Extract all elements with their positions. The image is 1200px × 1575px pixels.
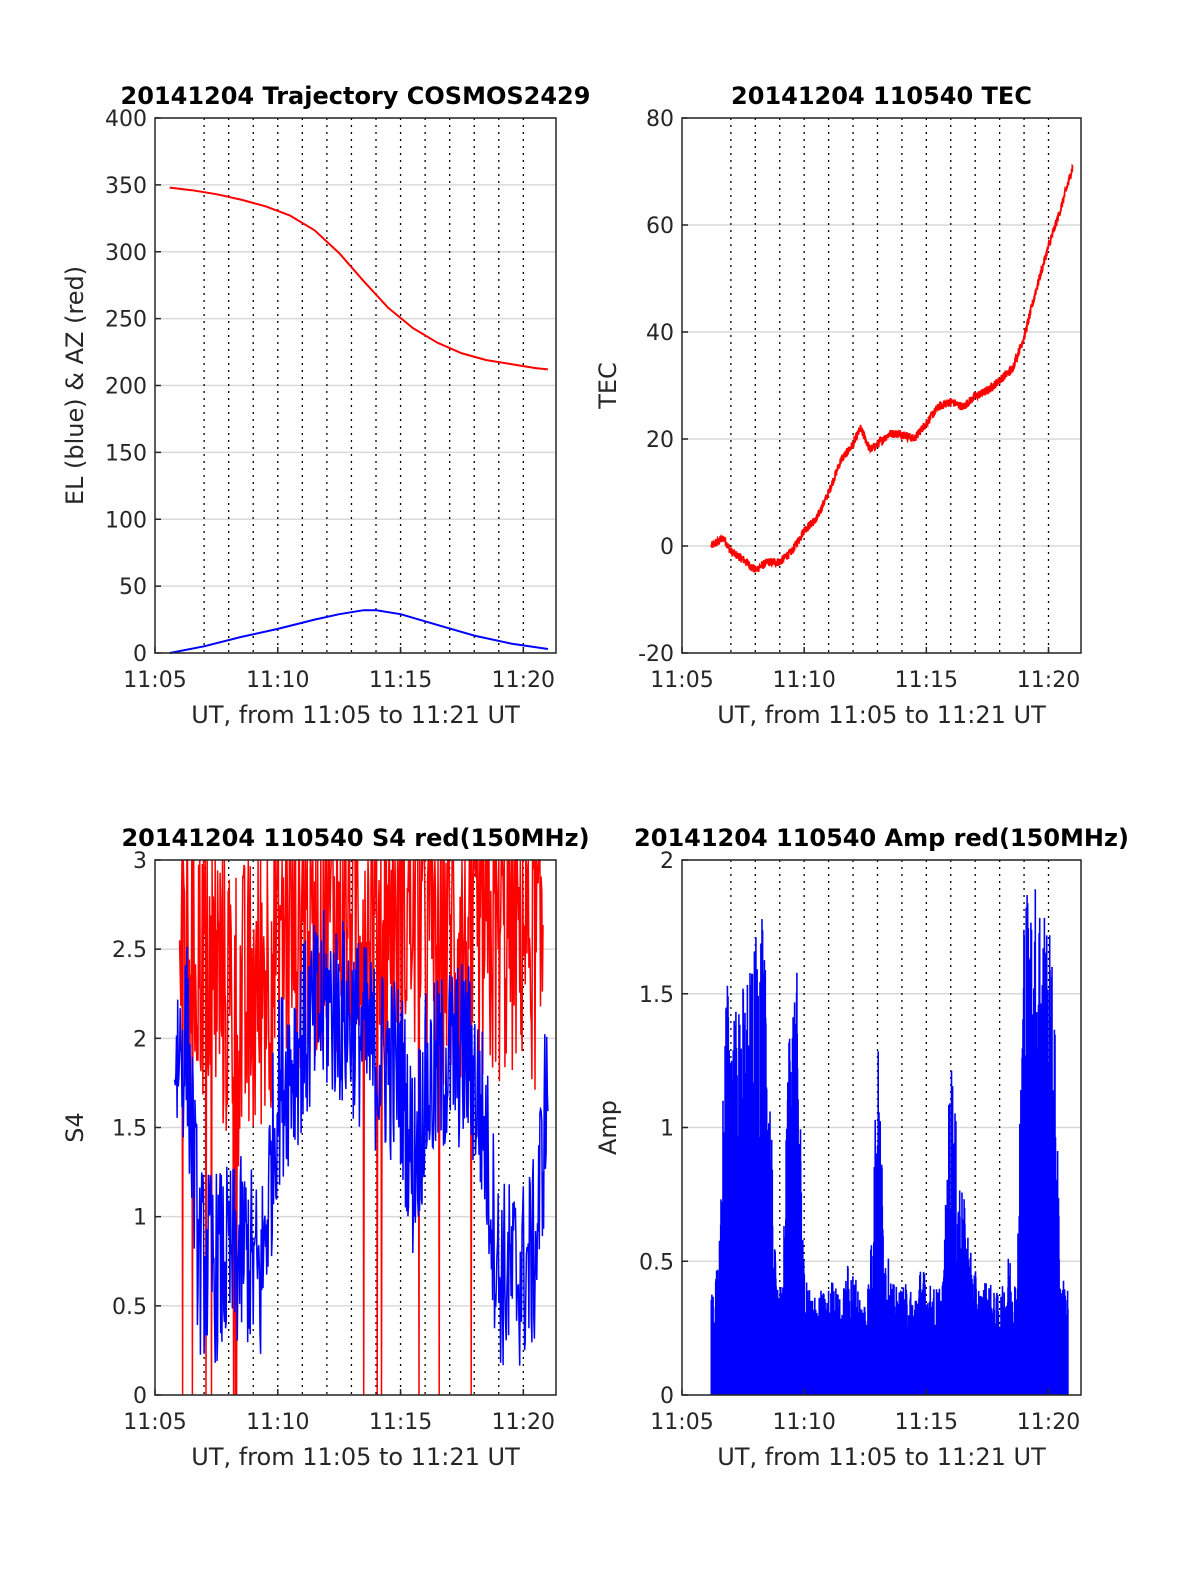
x-tick-label: 11:10 — [246, 668, 309, 693]
x-tick-label: 11:20 — [492, 668, 555, 693]
y-tick-label: 60 — [646, 214, 674, 239]
y-tick-label: 250 — [105, 308, 147, 333]
y-tick-label: -20 — [638, 642, 674, 667]
y-tick-label: 0 — [660, 535, 674, 560]
x-tick-label: 11:15 — [895, 1410, 958, 1435]
elevation-series-line — [169, 609, 549, 654]
azimuth-series-line — [169, 186, 549, 371]
x-tick-label: 11:10 — [246, 1410, 309, 1435]
y-axis-label: S4 — [61, 1112, 89, 1143]
y-tick-label: 200 — [105, 375, 147, 400]
amp-series-spikes — [710, 889, 1069, 1395]
y-tick-label: 0.5 — [112, 1295, 147, 1320]
axes-box — [681, 117, 1082, 654]
y-tick-label: 0 — [133, 642, 147, 667]
y-tick-label: 0.5 — [639, 1250, 674, 1275]
tec-panel: 11:05 11:10 11:15 11:20 -20 0 20 40 60 80 20141204… — [594, 82, 1082, 729]
y-tick-label: 3 — [133, 849, 147, 874]
s4-red-series — [178, 859, 544, 1396]
chart-title: 20141204 110540 S4 red(150MHz) — [121, 824, 589, 852]
x-tick-label: 11:15 — [369, 668, 432, 693]
y-tick-label: 0 — [133, 1384, 147, 1409]
y-tick-label: 2 — [660, 849, 674, 874]
x-axis-label: UT, from 11:05 to 11:21 UT — [191, 1443, 520, 1471]
x-tick-label: 11:15 — [369, 1410, 432, 1435]
x-tick-label: 11:10 — [772, 1410, 835, 1435]
x-tick-label: 11:05 — [123, 668, 186, 693]
y-tick-label: 20 — [646, 428, 674, 453]
s4-blue-series — [173, 909, 549, 1366]
y-axis-label: EL (blue) & AZ (red) — [61, 266, 89, 505]
x-tick-label: 11:10 — [772, 668, 835, 693]
y-tick-label: 0 — [660, 1384, 674, 1409]
x-tick-label: 11:20 — [1017, 668, 1080, 693]
amp-series-floor — [711, 1326, 1069, 1395]
y-tick-label: 300 — [105, 241, 147, 266]
y-tick-label: 1.5 — [112, 1117, 147, 1142]
x-axis-label: UT, from 11:05 to 11:21 UT — [717, 701, 1046, 729]
y-tick-label: 40 — [646, 321, 674, 346]
tec-series-line — [710, 163, 1074, 573]
trajectory-panel: 11:05 11:10 11:15 11:20 0 50 100 150 200 250 300 35… — [61, 82, 590, 729]
x-tick-label: 11:20 — [492, 1410, 555, 1435]
y-tick-label: 100 — [105, 508, 147, 533]
chart-title: 20141204 Trajectory COSMOS2429 — [121, 82, 591, 110]
y-axis-label: TEC — [594, 362, 622, 410]
y-axis-label: Amp — [594, 1100, 622, 1155]
chart-title: 20141204 110540 TEC — [731, 82, 1032, 110]
x-tick-label: 11:05 — [650, 1410, 713, 1435]
y-tick-label: 1 — [133, 1206, 147, 1231]
y-tick-label: 50 — [119, 575, 147, 600]
chart-title: 20141204 110540 Amp red(150MHz) — [634, 824, 1129, 852]
y-tick-label: 1.5 — [639, 983, 674, 1008]
x-axis-label: UT, from 11:05 to 11:21 UT — [717, 1443, 1046, 1471]
x-tick-label: 11:20 — [1017, 1410, 1080, 1435]
y-tick-label: 400 — [105, 107, 147, 132]
y-tick-label: 2.5 — [112, 938, 147, 963]
x-tick-label: 11:15 — [895, 668, 958, 693]
y-tick-label: 350 — [105, 174, 147, 199]
x-tick-label: 11:05 — [650, 668, 713, 693]
y-tick-label: 150 — [105, 441, 147, 466]
y-tick-label: 1 — [660, 1117, 674, 1142]
s4-panel: 11:05 11:10 11:15 11:20 0 0.5 1 1.5 2 2.5 32014120… — [61, 824, 590, 1471]
y-tick-label: 2 — [133, 1027, 147, 1052]
x-tick-label: 11:05 — [123, 1410, 186, 1435]
y-tick-label: 80 — [646, 107, 674, 132]
x-axis-label: UT, from 11:05 to 11:21 UT — [191, 701, 520, 729]
